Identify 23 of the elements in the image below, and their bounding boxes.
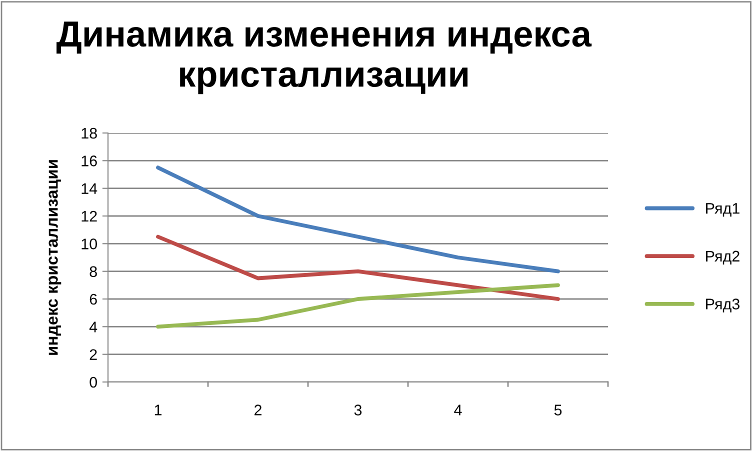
- y-tick-label: 16: [82, 156, 97, 166]
- line-series: [156, 234, 560, 301]
- y-tick-label: 8: [90, 266, 97, 278]
- y-axis-title: индекс кристаллизации: [48, 160, 62, 355]
- x-tick-label: 4: [454, 404, 462, 416]
- legend-label: Ряд1: [706, 203, 740, 217]
- chart-title: Динамика изменения индекса кристаллизации: [56, 22, 592, 94]
- x-tick-label: 2: [254, 404, 262, 416]
- line-series: [156, 166, 560, 274]
- legend-label: Ряд2: [706, 250, 740, 264]
- x-tick-label: 5: [554, 404, 562, 416]
- y-tick-label: 2: [90, 349, 97, 360]
- x-tick-label: 1: [154, 404, 162, 416]
- line-series: [156, 283, 560, 329]
- legend-label: Ряд3: [706, 298, 740, 312]
- x-tick-label: 3: [354, 404, 362, 416]
- y-tick-label: 10: [82, 238, 97, 250]
- y-tick-label: 12: [82, 210, 97, 222]
- y-tick-label: 18: [82, 128, 97, 139]
- y-tick-label: 6: [90, 294, 97, 305]
- y-tick-label: 4: [89, 322, 98, 332]
- y-tick-label: 14: [82, 183, 98, 194]
- y-tick-label: 0: [90, 376, 97, 388]
